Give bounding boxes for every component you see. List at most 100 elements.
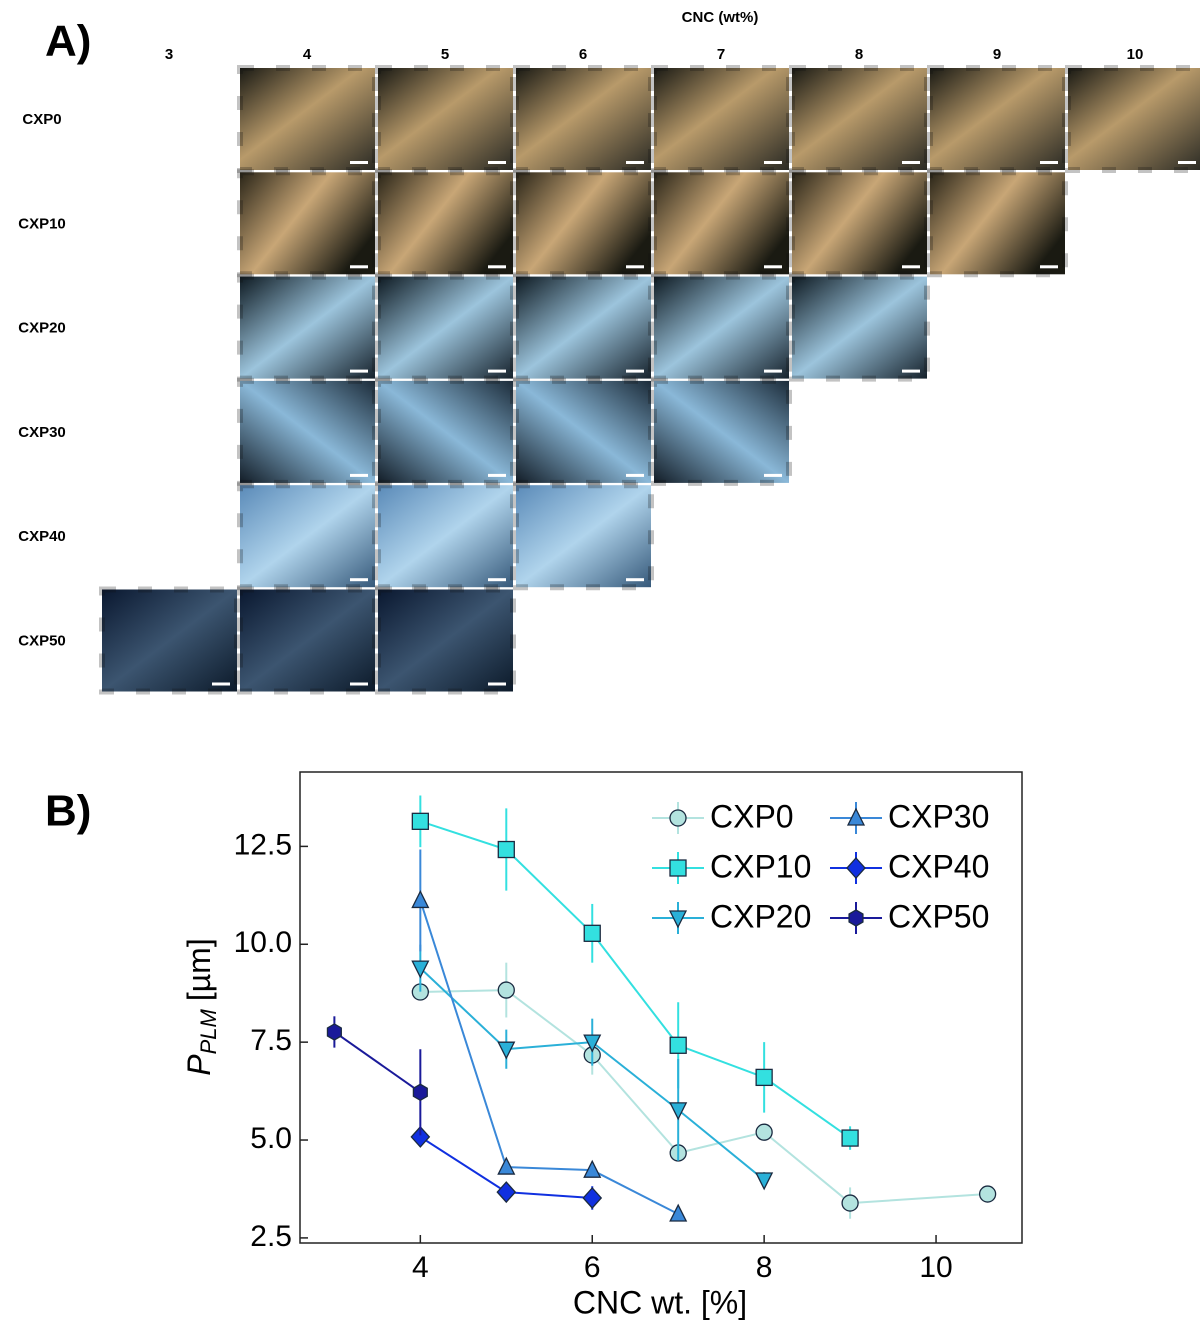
micrograph-texture — [789, 273, 930, 382]
series-line — [420, 820, 851, 1139]
y-label-main: P — [181, 1054, 217, 1076]
legend-label: CXP30 — [888, 798, 989, 834]
scale-bar — [1040, 265, 1058, 269]
row-label: CXP30 — [18, 424, 66, 441]
micrograph — [792, 276, 927, 379]
y-tick-label: 5.0 — [250, 1122, 292, 1155]
marker — [497, 981, 515, 999]
micrograph-texture — [513, 482, 654, 591]
scale-bar — [350, 369, 368, 373]
x-tick-label: 10 — [919, 1251, 952, 1284]
marker — [410, 1125, 431, 1148]
micrograph-texture — [375, 273, 516, 382]
marker — [669, 1102, 688, 1121]
series-line — [419, 900, 679, 1215]
micrograph — [516, 68, 651, 170]
x-axis-label: CNC wt. [%] — [573, 1284, 747, 1320]
micrograph-texture — [375, 65, 516, 173]
legend-marker — [668, 910, 688, 929]
scale-bar — [350, 265, 368, 269]
marker — [583, 924, 601, 942]
micrograph — [516, 485, 651, 588]
legend-marker — [848, 909, 864, 927]
micrograph — [102, 589, 237, 692]
marker — [841, 1129, 859, 1147]
micrograph — [792, 68, 927, 170]
legend-label: CXP50 — [888, 898, 989, 934]
scale-bar — [1040, 161, 1058, 164]
series-line — [333, 1031, 421, 1094]
micrograph-texture — [789, 65, 930, 173]
micrograph — [378, 68, 513, 170]
micrograph-texture — [651, 65, 792, 173]
legend-marker — [669, 859, 687, 877]
marker — [583, 1034, 602, 1053]
micrograph-texture — [237, 482, 378, 591]
marker — [583, 1159, 602, 1178]
marker — [669, 1203, 688, 1222]
column-header: 8 — [855, 46, 863, 63]
scale-bar — [350, 473, 368, 477]
marker — [978, 1185, 997, 1203]
micrograph-texture — [927, 169, 1068, 278]
micrograph-texture — [513, 273, 654, 382]
micrograph-texture — [651, 169, 792, 278]
scale-bar — [350, 682, 368, 686]
micrograph — [240, 68, 375, 170]
micrograph-texture — [513, 65, 654, 173]
marker — [497, 1156, 516, 1175]
micrograph — [654, 68, 789, 170]
scale-bar — [626, 161, 644, 164]
micrograph — [654, 172, 789, 275]
scale-bar — [626, 473, 644, 477]
y-tick-label: 12.5 — [234, 828, 292, 861]
micrograph — [378, 589, 513, 692]
micrograph — [516, 380, 651, 483]
micrograph-texture — [237, 273, 378, 382]
scale-bar — [212, 682, 230, 686]
legend-marker — [846, 857, 866, 879]
marker — [497, 840, 515, 859]
legend-label: CXP20 — [710, 898, 811, 934]
scale-bar — [764, 161, 782, 164]
micrograph-texture — [513, 169, 654, 278]
y-label-unit: [µm] — [181, 938, 217, 1001]
micrograph — [1068, 68, 1200, 170]
micrograph — [654, 276, 789, 379]
column-header: 10 — [1127, 46, 1144, 63]
marker — [411, 812, 429, 830]
y-axis-label: PPLM [µm] — [181, 938, 220, 1075]
micrograph — [240, 172, 375, 275]
marker — [755, 1068, 773, 1087]
micrograph — [240, 485, 375, 588]
scale-bar — [902, 369, 920, 373]
grid-title: CNC (wt%) — [682, 9, 759, 26]
scale-bar — [902, 161, 920, 164]
micrograph-texture — [651, 273, 792, 382]
micrograph-texture — [789, 169, 930, 278]
x-tick-label: 4 — [412, 1251, 429, 1284]
marker — [496, 1181, 517, 1204]
scale-bar — [1178, 161, 1196, 164]
scale-bar — [626, 265, 644, 269]
scale-bar — [626, 369, 644, 373]
legend-marker — [669, 809, 687, 827]
micrograph-texture — [237, 377, 378, 486]
micrograph-texture — [237, 586, 378, 695]
scale-bar — [764, 369, 782, 373]
micrograph-texture — [237, 169, 378, 278]
micrograph — [516, 276, 651, 379]
plot-frame — [299, 771, 1023, 1244]
scale-bar — [488, 682, 506, 686]
marker — [669, 1036, 687, 1054]
legend-marker — [846, 807, 866, 826]
marker — [497, 1041, 516, 1060]
column-header: 3 — [165, 46, 173, 63]
micrograph-texture — [651, 377, 792, 486]
row-label: CXP50 — [18, 632, 66, 649]
row-label: CXP20 — [18, 320, 66, 337]
marker — [412, 1083, 428, 1102]
legend-label: CXP40 — [888, 848, 989, 884]
micrograph-texture — [927, 65, 1068, 173]
x-tick-label: 8 — [756, 1251, 773, 1284]
